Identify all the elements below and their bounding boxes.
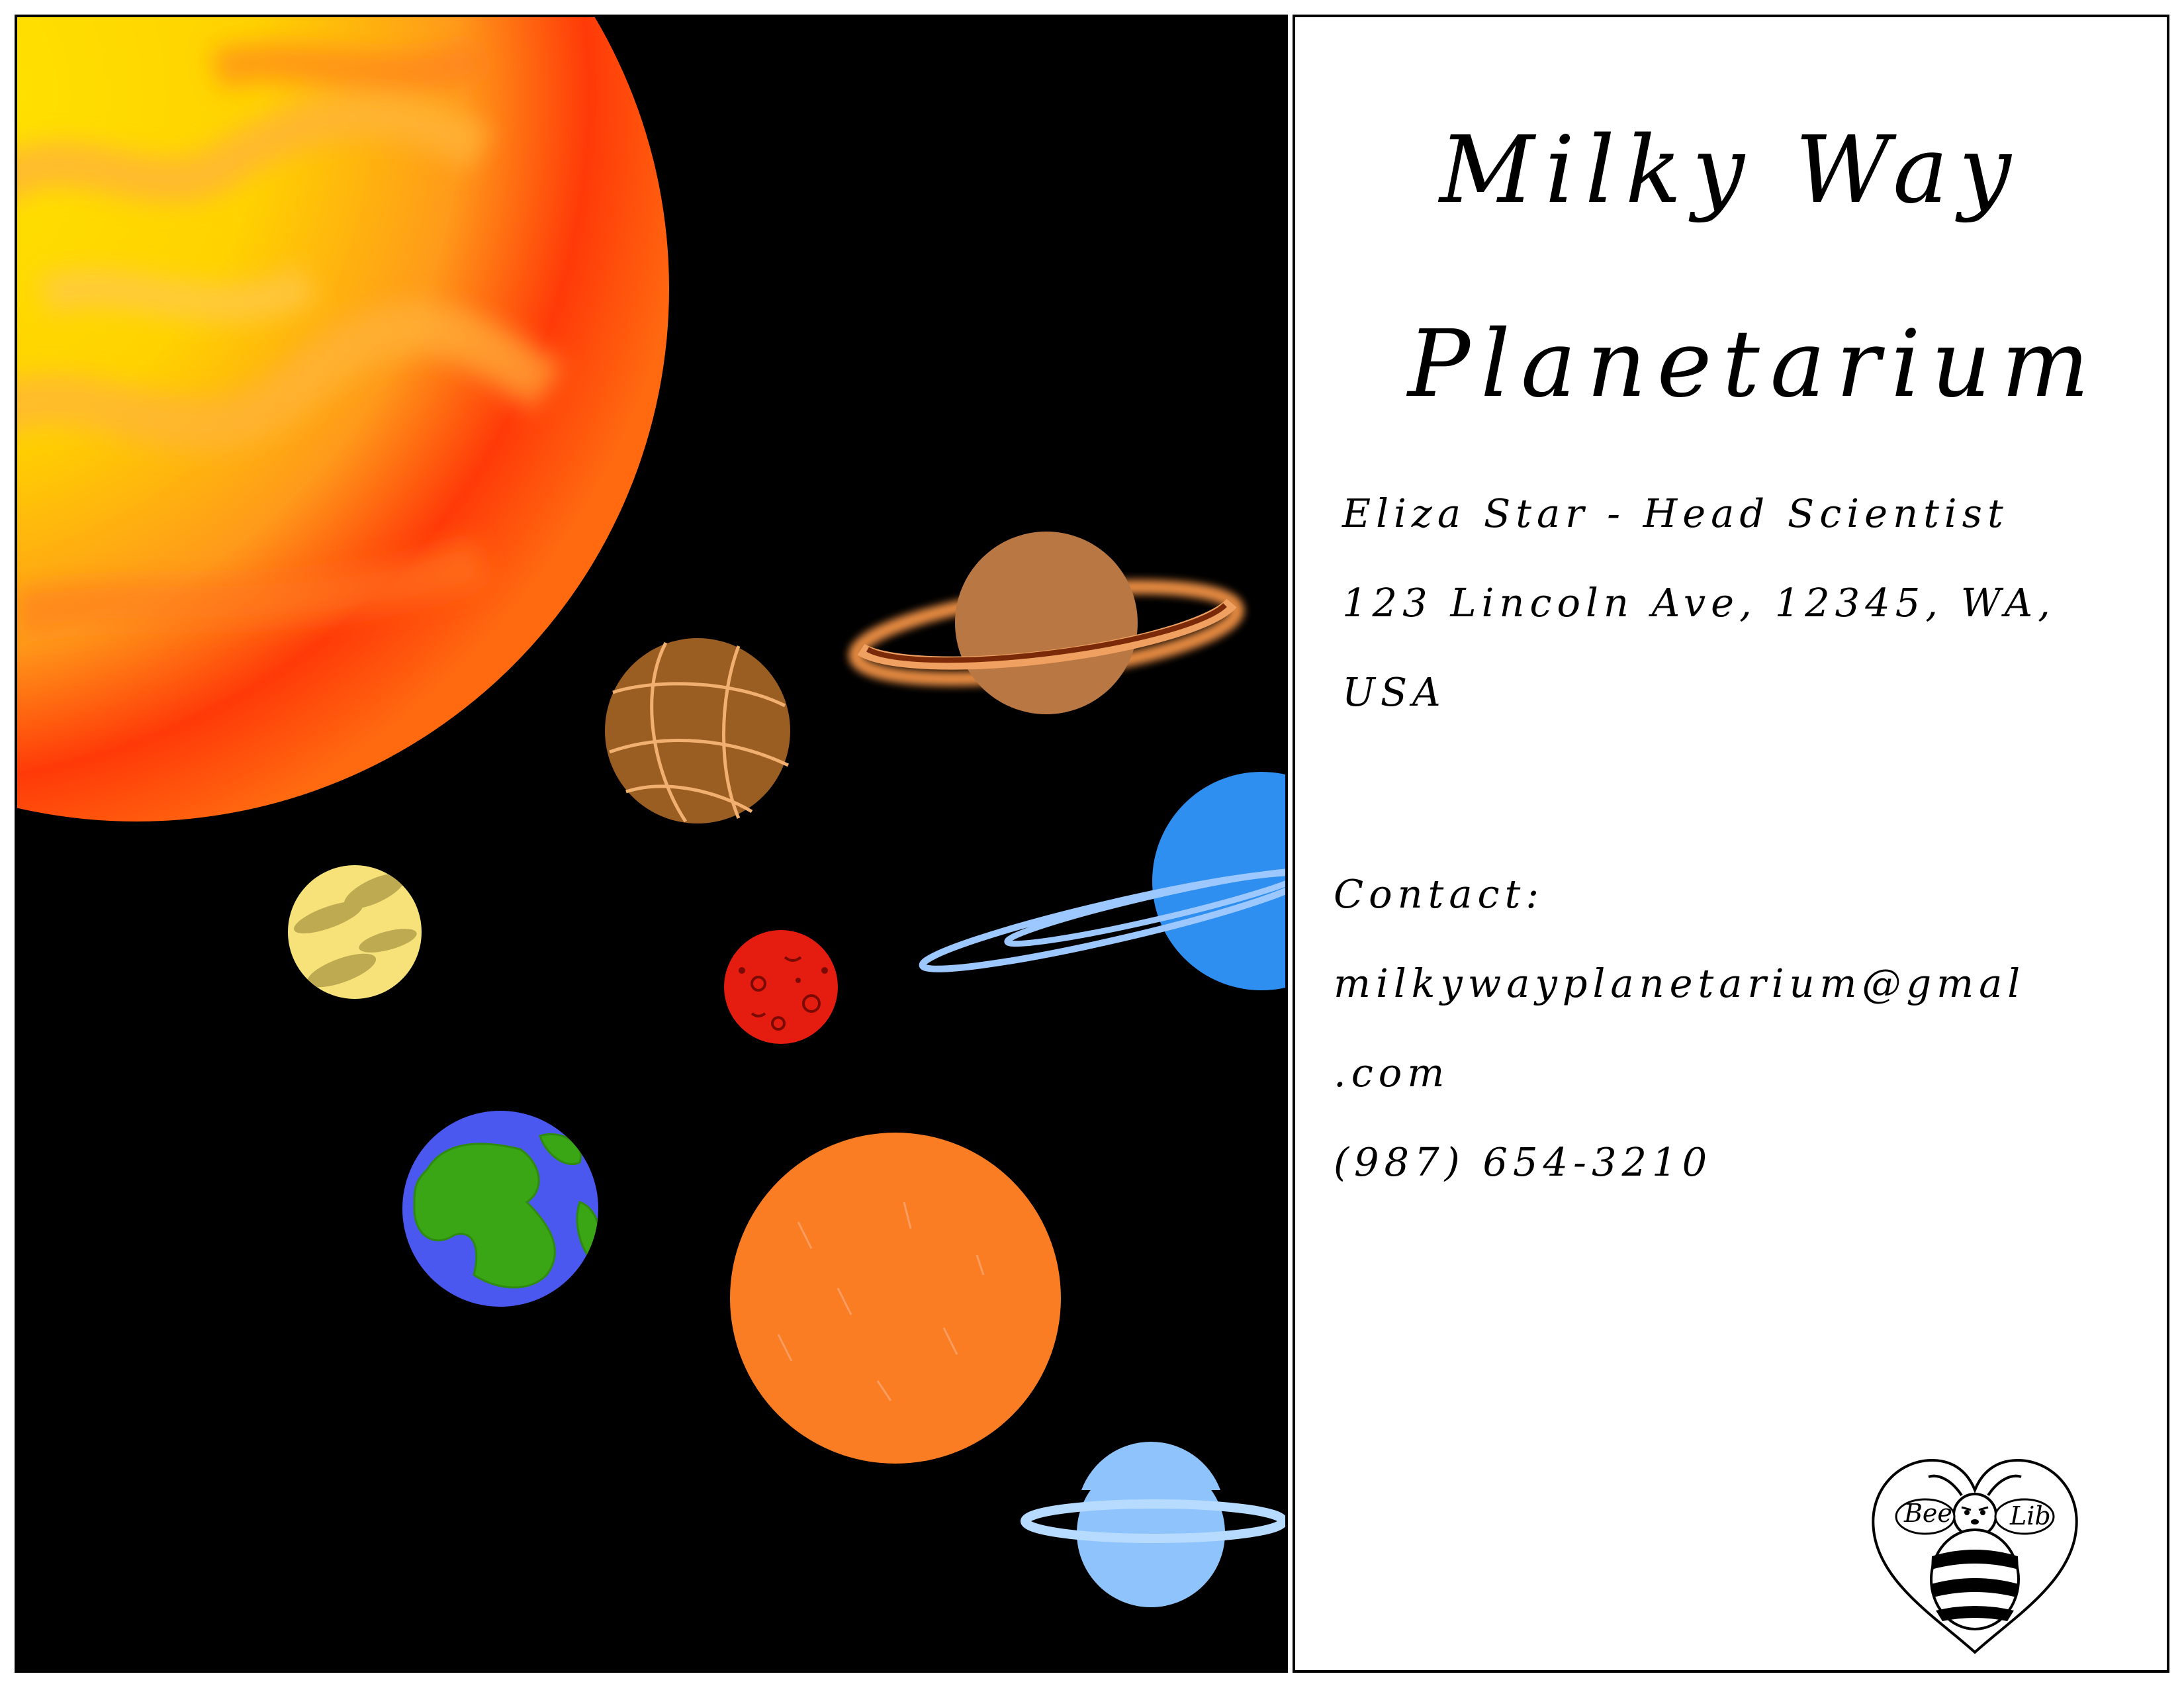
mars-icon	[724, 930, 838, 1044]
venus-icon	[288, 865, 422, 999]
mercury-icon	[730, 1133, 1061, 1464]
title-line-1: Milky Way	[1439, 117, 2022, 224]
logo-lib-text: Lib	[2009, 1501, 2051, 1530]
earth-icon	[402, 1111, 598, 1307]
saturn-icon	[848, 532, 1244, 714]
info-panel: Milky Way Planetarium Eliza Star - Head …	[1293, 15, 2169, 1673]
solar-system-scene	[17, 17, 1285, 1607]
address-line-2: USA	[1342, 669, 1446, 715]
scientist-name: Eliza Star - Head Scientist	[1342, 491, 2009, 536]
jupiter-icon	[605, 638, 790, 823]
uranus-icon	[1021, 1441, 1285, 1607]
neptune-icon	[919, 772, 1285, 990]
email-line-1: milkywayplanetarium@gmal	[1334, 961, 2026, 1006]
address-line-1: 123 Lincoln Ave, 12345, WA,	[1342, 580, 2056, 626]
logo-bee-text: Bee	[1903, 1499, 1952, 1528]
bee-lib-logo-icon: Bee Lib	[1872, 1458, 2078, 1654]
contact-label: Contact:	[1334, 871, 1545, 917]
title-line-2: Planetarium	[1408, 310, 2100, 418]
sun-icon	[17, 17, 669, 821]
email-line-2: .com	[1334, 1050, 1450, 1096]
phone-number: (987) 654-3210	[1334, 1139, 1713, 1185]
solar-system-illustration	[15, 15, 1288, 1673]
